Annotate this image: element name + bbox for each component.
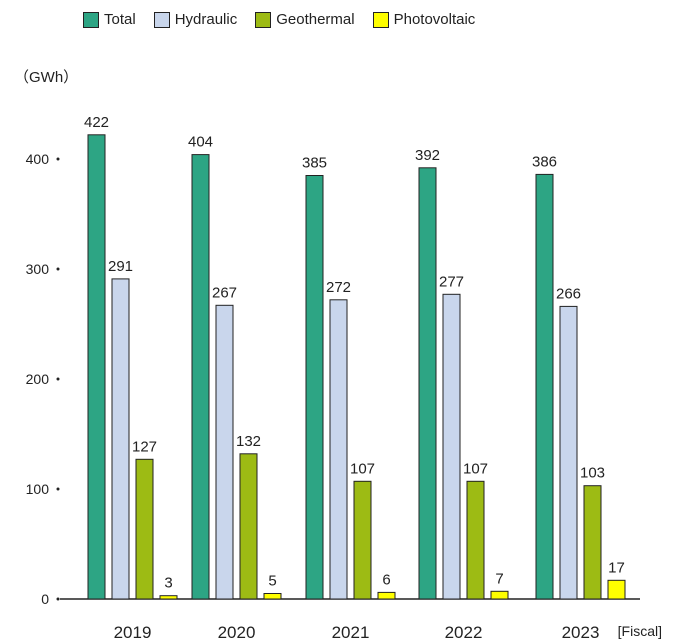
bar-hydraulic-2020 bbox=[215, 304, 234, 600]
bar-geothermal-2023 bbox=[583, 485, 602, 600]
legend-item-hydraulic: Hydraulic bbox=[153, 11, 238, 28]
x-tick-label-2020: 2020 bbox=[218, 623, 256, 642]
x-tick-label-2019: 2019 bbox=[114, 623, 152, 642]
bar-total-2019 bbox=[87, 134, 106, 600]
legend-label-total: Total bbox=[104, 11, 136, 28]
data-label-photovoltaic-2020: 5 bbox=[268, 573, 276, 590]
data-label-hydraulic-2023: 266 bbox=[556, 285, 581, 302]
y-tick-label-200: 200 bbox=[26, 371, 50, 387]
data-label-photovoltaic-2021: 6 bbox=[382, 571, 390, 588]
legend: Total Hydraulic Geothermal Photovoltaic bbox=[83, 11, 475, 28]
data-label-geothermal-2019: 127 bbox=[132, 438, 157, 455]
data-label-hydraulic-2019: 291 bbox=[108, 258, 133, 275]
y-axis-unit-label: （GWh） bbox=[14, 69, 79, 86]
bar-hydraulic-2021 bbox=[329, 299, 348, 600]
legend-swatch-hydraulic bbox=[153, 11, 170, 28]
data-label-geothermal-2021: 107 bbox=[350, 460, 375, 477]
bar-photovoltaic-2019 bbox=[159, 595, 178, 600]
legend-label-hydraulic: Hydraulic bbox=[174, 11, 238, 28]
bar-total-2020 bbox=[191, 154, 210, 600]
data-label-photovoltaic-2023: 17 bbox=[608, 559, 625, 576]
legend-swatch-geothermal bbox=[255, 11, 272, 28]
data-label-photovoltaic-2019: 3 bbox=[164, 575, 172, 592]
y-tick-mark-300 bbox=[56, 267, 60, 271]
legend-item-geothermal: Geothermal bbox=[255, 11, 355, 28]
bar-geothermal-2022 bbox=[466, 480, 485, 600]
x-tick-label-2022: 2022 bbox=[445, 623, 483, 642]
y-tick-label-0: 0 bbox=[41, 591, 49, 607]
data-label-total-2023: 386 bbox=[532, 153, 557, 170]
y-tick-label-400: 400 bbox=[26, 151, 50, 167]
legend-swatch-total bbox=[83, 11, 99, 28]
data-label-total-2021: 385 bbox=[302, 155, 327, 172]
bar-photovoltaic-2022 bbox=[490, 590, 509, 600]
bar-hydraulic-2022 bbox=[442, 293, 461, 600]
legend-swatch-photovoltaic bbox=[372, 11, 389, 28]
y-tick-mark-0 bbox=[56, 597, 60, 601]
bar-total-2022 bbox=[418, 167, 437, 600]
bar-geothermal-2019 bbox=[135, 458, 154, 600]
legend-item-total: Total bbox=[83, 11, 136, 28]
y-tick-label-300: 300 bbox=[26, 261, 50, 277]
y-tick-mark-100 bbox=[56, 487, 60, 491]
data-label-photovoltaic-2022: 7 bbox=[495, 570, 503, 587]
data-label-hydraulic-2020: 267 bbox=[212, 284, 237, 301]
legend-item-photovoltaic: Photovoltaic bbox=[372, 11, 476, 28]
x-tick-label-2021: 2021 bbox=[332, 623, 370, 642]
y-tick-mark-400 bbox=[56, 157, 60, 161]
data-label-hydraulic-2022: 277 bbox=[439, 273, 464, 290]
bar-total-2021 bbox=[305, 175, 324, 600]
data-label-total-2019: 422 bbox=[84, 114, 109, 131]
legend-label-geothermal: Geothermal bbox=[276, 11, 355, 28]
bar-geothermal-2020 bbox=[239, 453, 258, 600]
data-label-geothermal-2022: 107 bbox=[463, 460, 488, 477]
bar-photovoltaic-2023 bbox=[607, 579, 626, 600]
legend-label-photovoltaic: Photovoltaic bbox=[393, 11, 476, 28]
bar-photovoltaic-2021 bbox=[377, 591, 396, 600]
y-tick-mark-200 bbox=[56, 377, 60, 381]
x-tick-label-2023: 2023 bbox=[562, 623, 600, 642]
y-tick-label-100: 100 bbox=[26, 481, 50, 497]
bar-photovoltaic-2020 bbox=[263, 593, 282, 600]
x-axis-unit-label: [Fiscal] bbox=[618, 623, 662, 639]
bar-geothermal-2021 bbox=[353, 480, 372, 600]
data-label-total-2022: 392 bbox=[415, 147, 440, 164]
data-label-geothermal-2023: 103 bbox=[580, 465, 605, 482]
data-label-geothermal-2020: 132 bbox=[236, 433, 261, 450]
bar-hydraulic-2019 bbox=[111, 278, 130, 600]
bar-total-2023 bbox=[535, 173, 554, 600]
data-label-hydraulic-2021: 272 bbox=[326, 279, 351, 296]
bar-hydraulic-2023 bbox=[559, 305, 578, 600]
data-label-total-2020: 404 bbox=[188, 134, 213, 151]
